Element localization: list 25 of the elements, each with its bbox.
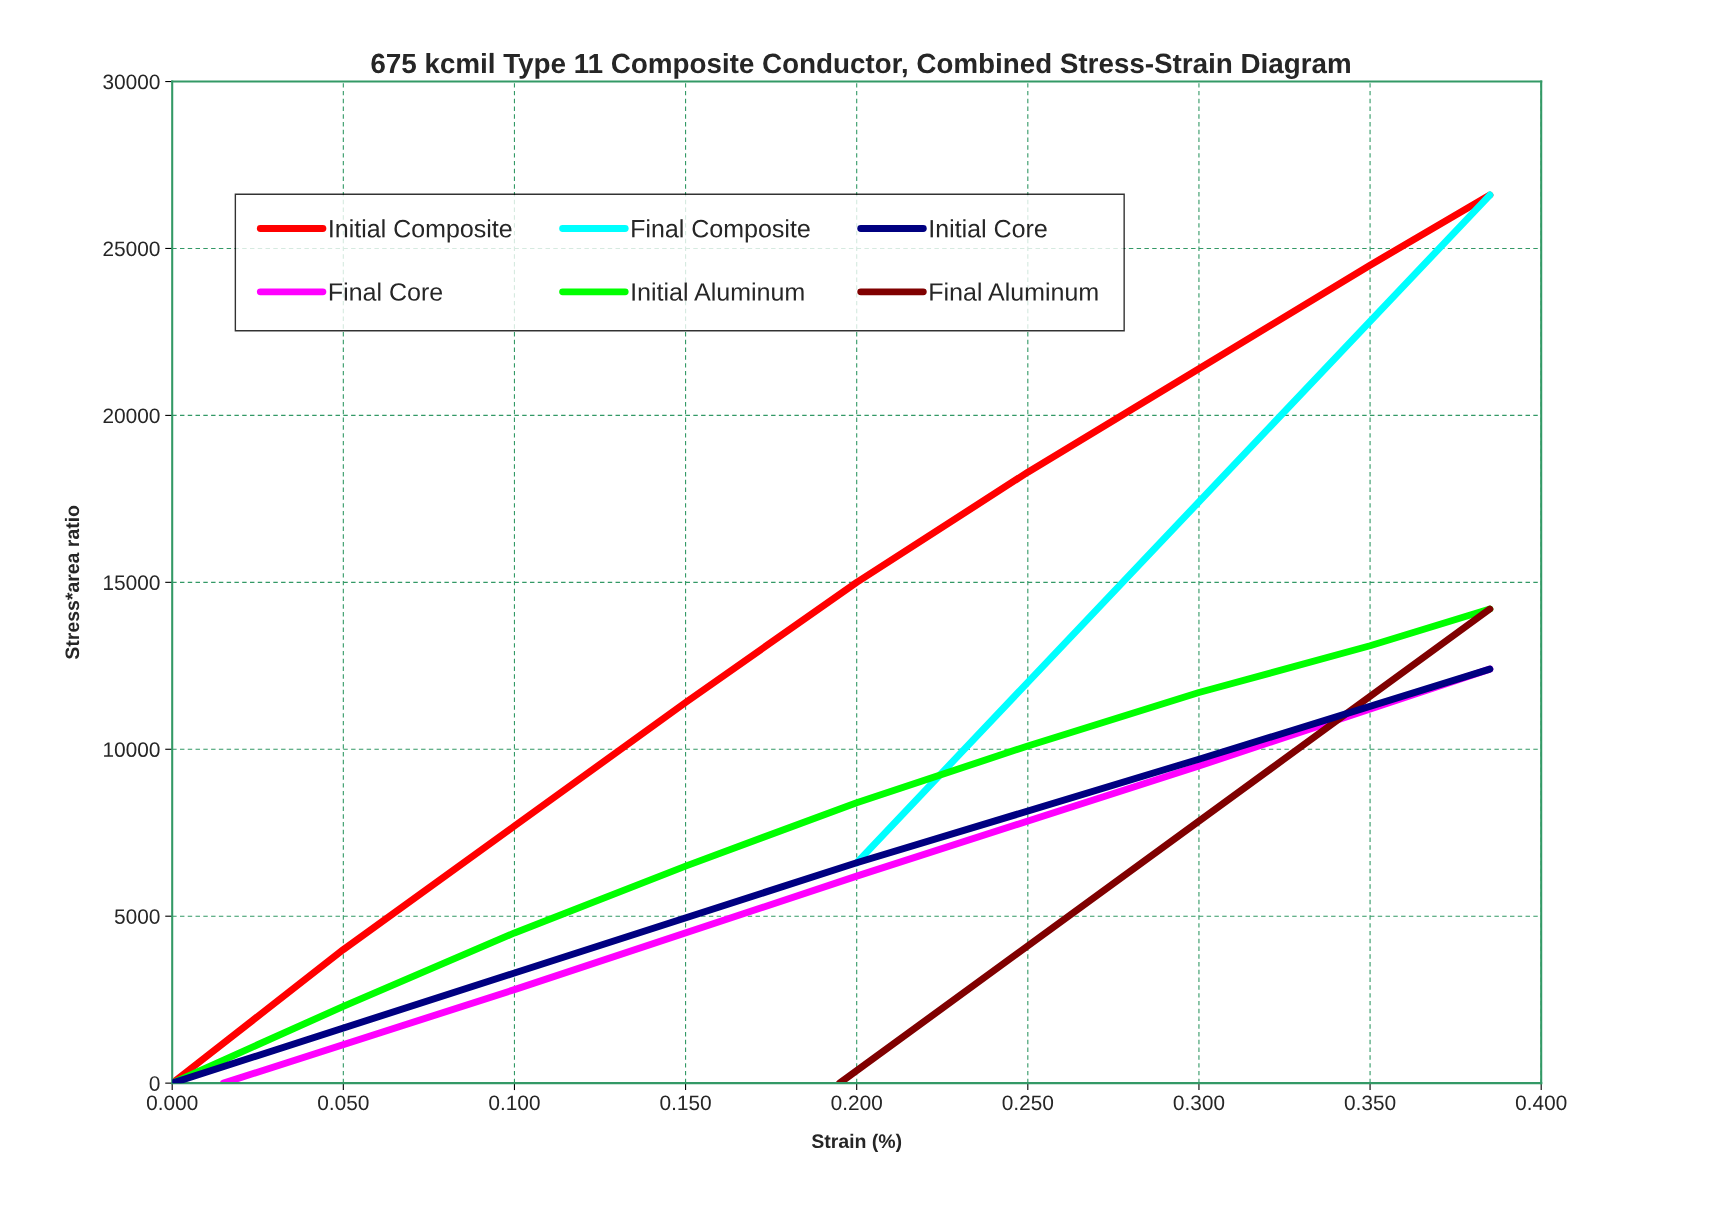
- y-tick-label: 0: [149, 1076, 160, 1091]
- legend-label: Final Composite: [632, 219, 810, 243]
- y-tick-label: 15000: [104, 575, 160, 591]
- y-tick-label: 20000: [103, 408, 160, 424]
- y-tick-label: 25000: [103, 241, 160, 257]
- legend-label: Initial Composite: [330, 219, 512, 243]
- legend-label: Initial Core: [930, 219, 1047, 238]
- x-tick-label: 0.200: [831, 1095, 882, 1111]
- x-tick-label: 0.300: [1173, 1095, 1225, 1111]
- legend-label: Initial Aluminum: [632, 282, 804, 301]
- legend-label: Final Core: [329, 282, 443, 301]
- y-tick-label: 30000: [103, 74, 160, 90]
- x-tick-label: 0.250: [1002, 1095, 1054, 1111]
- x-tick-label: 0.100: [489, 1095, 540, 1111]
- x-tick-label: 0.150: [660, 1095, 711, 1111]
- x-tick-label: 0.050: [318, 1095, 369, 1111]
- y-tick-label: 5000: [114, 909, 160, 924]
- y-axis-title: Stress*area ratio: [64, 505, 80, 660]
- x-tick-label: 0.400: [1515, 1095, 1567, 1111]
- x-tick-label: 0.000: [146, 1095, 198, 1111]
- x-tick-label: 0.350: [1344, 1095, 1396, 1111]
- legend-label: Final Aluminum: [930, 282, 1098, 301]
- x-axis-title: Strain (%): [811, 1133, 902, 1152]
- chart-title: 675 kcmil Type 11 Composite Conductor, Combined Stress-Strain Diagram: [371, 52, 1350, 79]
- y-tick-label: 10000: [104, 742, 160, 758]
